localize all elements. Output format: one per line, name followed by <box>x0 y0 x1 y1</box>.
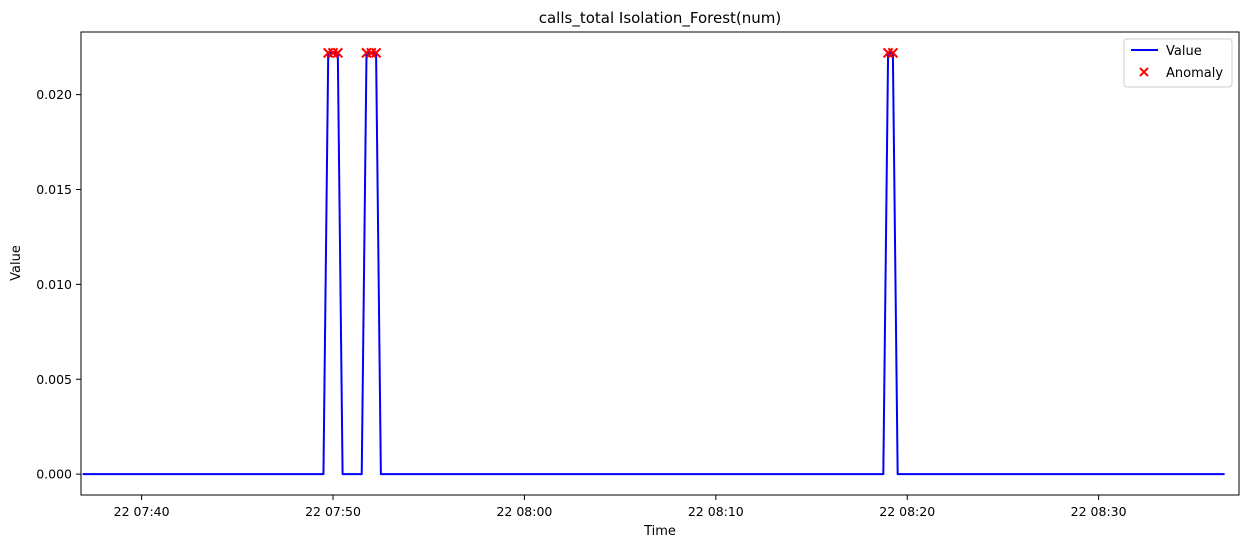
anomaly-point <box>370 47 382 59</box>
y-tick-label: 0.020 <box>36 87 72 102</box>
y-tick-label: 0.010 <box>36 277 72 292</box>
x-tick-label: 22 07:40 <box>114 504 170 519</box>
x-tick-label: 22 07:50 <box>305 504 361 519</box>
anomaly-series <box>323 47 899 59</box>
plot-area <box>80 31 1240 496</box>
anomaly-point <box>332 47 344 59</box>
legend-x-marker <box>1139 67 1149 77</box>
legend-label-value: Value <box>1166 44 1202 59</box>
x-axis-title: Time <box>643 524 676 539</box>
x-tick-label: 22 08:00 <box>496 504 552 519</box>
legend-label-anomaly: Anomaly <box>1166 66 1223 81</box>
value-line <box>82 51 1225 476</box>
x-tick-label: 22 08:30 <box>1071 504 1127 519</box>
x-tick-label: 22 08:10 <box>688 504 744 519</box>
y-tick-label: 0.005 <box>36 372 72 387</box>
y-tick-label: 0.000 <box>36 467 72 482</box>
x-axis: 22 07:40 22 07:50 22 08:00 22 08:10 22 08:20… <box>114 495 1127 519</box>
y-tick-label: 0.015 <box>36 182 72 197</box>
anomaly-point <box>887 47 899 59</box>
x-tick-label: 22 08:20 <box>879 504 935 519</box>
y-axis: 0.000 0.005 0.010 0.015 0.020 <box>36 87 81 482</box>
value-series <box>82 51 1225 476</box>
y-axis-title: Value <box>9 245 24 281</box>
chart-title: calls_total Isolation_Forest(num) <box>539 9 782 28</box>
legend: Value Anomaly <box>1123 38 1233 88</box>
